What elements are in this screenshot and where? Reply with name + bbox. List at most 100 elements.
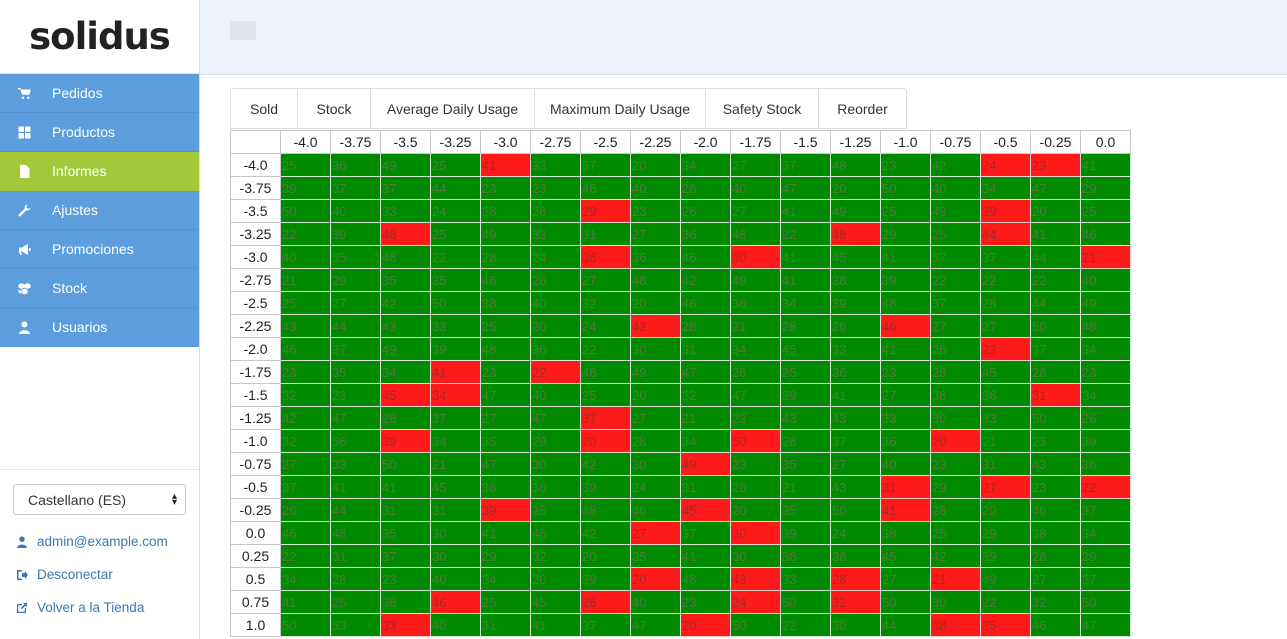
heatmap-cell-green: 22 — [780, 613, 831, 637]
logout-link[interactable]: Desconectar — [0, 558, 199, 591]
heatmap-cell-green: 46 — [1030, 613, 1081, 637]
heatmap-cell-green: 37 — [1030, 337, 1081, 361]
heatmap-cell-green: 33 — [830, 337, 881, 361]
heatmap-cell-red: 41 — [880, 498, 931, 522]
heatmap-cell-green: 47 — [1080, 613, 1131, 637]
heatmap-cell-green: 40 — [630, 176, 681, 200]
tab-stock[interactable]: Stock — [297, 88, 370, 129]
nav-item-stock[interactable]: Stock — [0, 269, 199, 308]
heatmap-cell-green: 22 — [1030, 268, 1081, 292]
heatmap-cell-green: 40 — [430, 567, 481, 591]
nav-item-usuarios[interactable]: Usuarios — [0, 308, 199, 347]
heatmap-cell-green: 38 — [930, 383, 981, 407]
heatmap-cell-green: 48 — [730, 222, 781, 246]
heatmap-cell-green: 29 — [480, 544, 531, 568]
heatmap-cell-green: 50 — [880, 176, 931, 200]
heatmap-header-row: -4.0 -3.75 -3.5 -3.25 -3.0 -2.75 -2.5 -2.25 -2.0… — [230, 130, 1131, 154]
tab-average-daily-usage[interactable]: Average Daily Usage — [370, 88, 534, 129]
heatmap-cell-green: 41 — [780, 245, 831, 269]
heatmap-cell-green: 41 — [280, 590, 331, 614]
tab-sold[interactable]: Sold — [230, 88, 297, 129]
heatmap-cell-green: 23 — [730, 452, 781, 476]
heatmap-cell-green: 45 — [530, 590, 581, 614]
heatmap-cell-green: 27 — [830, 452, 881, 476]
heatmap-row: -0.25 26 44 31 31 39 35 48 46 45 30 35 50 41 38 20 46 37 — [230, 498, 1131, 522]
heatmap-cell-green: 28 — [1030, 360, 1081, 384]
heatmap-cell-green: 40 — [530, 383, 581, 407]
locale-value: Castellano (ES) — [28, 491, 127, 508]
column-header: -1.0 — [880, 130, 931, 154]
tab-maximum-daily-usage[interactable]: Maximum Daily Usage — [534, 88, 705, 129]
heatmap-cell-green: 25 — [780, 360, 831, 384]
user-icon — [0, 321, 52, 334]
heatmap-cell-green: 35 — [430, 268, 481, 292]
heatmap-cell-green: 38 — [1030, 521, 1081, 545]
heatmap-cell-green: 26 — [730, 475, 781, 499]
user-email-link[interactable]: admin@example.com — [0, 525, 199, 558]
heatmap-cell-green: 38 — [830, 544, 881, 568]
heatmap-cell-green: 27 — [980, 314, 1031, 338]
heatmap-cell-green: 45 — [430, 475, 481, 499]
heatmap-cell-red: 46 — [880, 314, 931, 338]
heatmap-cell-green: 32 — [280, 383, 331, 407]
heatmap-cell-green: 42 — [680, 268, 731, 292]
row-header: -1.5 — [230, 383, 281, 407]
heatmap-cell-green: 36 — [530, 337, 581, 361]
heatmap-cell-green: 37 — [980, 245, 1031, 269]
heatmap-cell-green: 30 — [930, 406, 981, 430]
nav-item-pedidos[interactable]: Pedidos — [0, 74, 199, 113]
nav-item-ajustes[interactable]: Ajustes — [0, 191, 199, 230]
heatmap-cell-green: 50 — [280, 613, 331, 637]
heatmap-cell-green: 42 — [930, 153, 981, 177]
solidus-logo[interactable]: solidus — [0, 0, 199, 74]
column-header: -0.75 — [930, 130, 981, 154]
heatmap-row: -1.75 23 35 34 41 23 22 48 49 47 26 25 36 33 28 45 28 23 — [230, 360, 1131, 384]
column-header: -3.75 — [330, 130, 381, 154]
locale-select[interactable]: Castellano (ES) ▴ ▾ — [13, 484, 186, 515]
nav-label: Informes — [52, 163, 107, 179]
heatmap-cell-green: 40 — [280, 245, 331, 269]
nav-item-informes[interactable]: Informes — [0, 152, 199, 191]
heatmap-cell-green: 45 — [980, 360, 1031, 384]
tab-safety-stock[interactable]: Safety Stock — [705, 88, 818, 129]
heatmap-cell-red: 49 — [680, 452, 731, 476]
nav-item-promociones[interactable]: Promociones — [0, 230, 199, 269]
column-header: -2.5 — [580, 130, 631, 154]
heatmap-cell-green: 33 — [380, 199, 431, 223]
heatmap-cell-green: 26 — [280, 498, 331, 522]
heatmap-cell-red: 41 — [480, 153, 531, 177]
heatmap-cell-green: 47 — [780, 176, 831, 200]
heatmap-cell-green: 49 — [980, 567, 1031, 591]
row-header: 0.25 — [230, 544, 281, 568]
heatmap-cell-green: 21 — [280, 268, 331, 292]
heatmap-cell-green: 40 — [630, 590, 681, 614]
heatmap-row: 0.0 46 48 35 30 41 46 42 27 37 30 39 24 38 25 29 38 34 — [230, 521, 1131, 545]
heatmap-cell-green: 28 — [780, 314, 831, 338]
heatmap-cell-green: 26 — [1080, 406, 1131, 430]
cart-icon — [0, 87, 52, 100]
back-to-store-link[interactable]: Volver a la Tienda — [0, 591, 199, 624]
heatmap-row: -1.5 32 23 45 34 47 40 25 20 32 47 39 41 27 38 36 31 34 — [230, 383, 1131, 407]
heatmap-cell-red: 32 — [830, 590, 881, 614]
heatmap-cell-green: 46 — [580, 176, 631, 200]
heatmap-cell-green: 44 — [330, 498, 381, 522]
heatmap-cell-green: 25 — [280, 291, 331, 315]
heatmap-cell-green: 43 — [280, 314, 331, 338]
heatmap-cell-red: 27 — [630, 521, 681, 545]
heatmap-cell-green: 34 — [480, 567, 531, 591]
heatmap-cell-green: 27 — [580, 268, 631, 292]
heatmap-cell-green: 46 — [1030, 498, 1081, 522]
sidebar-footer: Castellano (ES) ▴ ▾ admin@example.com Des… — [0, 469, 199, 624]
tab-reorder[interactable]: Reorder — [818, 88, 907, 129]
heatmap-cell-green: 34 — [980, 176, 1031, 200]
heatmap-cell-green: 27 — [880, 567, 931, 591]
heatmap-cell-green: 27 — [280, 452, 331, 476]
heatmap-cell-green: 30 — [730, 498, 781, 522]
heatmap-cell-green: 48 — [330, 521, 381, 545]
heatmap-cell-green: 34 — [680, 153, 731, 177]
heatmap-row: -2.25 43 44 43 33 25 30 24 43 28 21 28 26 46 27 27 50 48 — [230, 314, 1131, 338]
heatmap-cell-green: 28 — [930, 360, 981, 384]
heatmap-cell-green: 25 — [930, 222, 981, 246]
row-header: -3.75 — [230, 176, 281, 200]
nav-item-productos[interactable]: Productos — [0, 113, 199, 152]
